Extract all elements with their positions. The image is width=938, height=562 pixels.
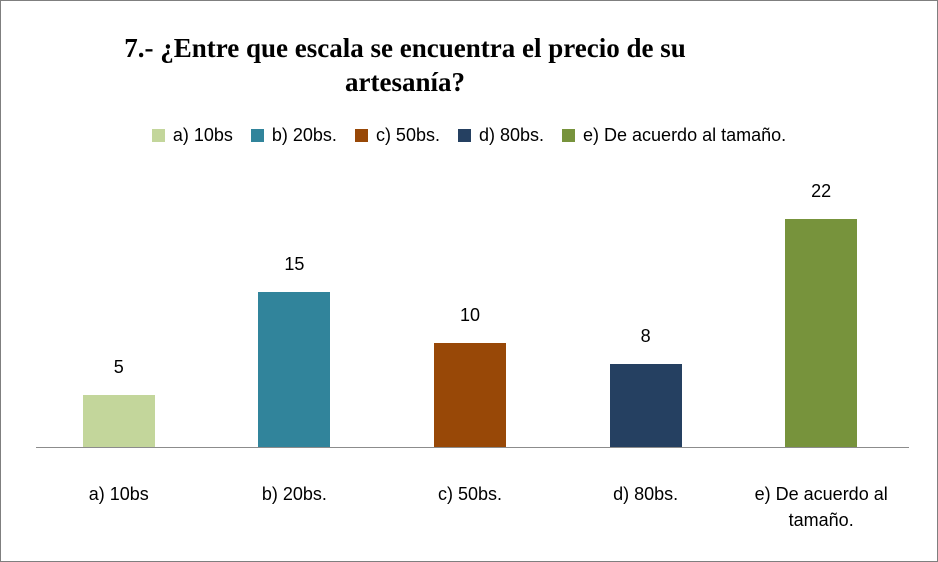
legend-item: e) De acuerdo al tamaño. xyxy=(562,125,786,146)
legend-item: b) 20bs. xyxy=(250,125,337,146)
legend-item: d) 80bs. xyxy=(457,125,545,146)
bar xyxy=(434,343,506,447)
legend-label: a) 10bs xyxy=(172,125,233,145)
legend-item: c) 50bs. xyxy=(354,125,440,146)
data-label: 10 xyxy=(459,305,481,326)
x-tick-label: d) 80bs. xyxy=(613,484,679,504)
legend-label: c) 50bs. xyxy=(375,125,440,145)
legend-swatch xyxy=(354,129,368,142)
data-label: 15 xyxy=(284,253,305,274)
data-label: 8 xyxy=(640,326,651,347)
legend-swatch xyxy=(457,129,471,142)
legend-label: b) 20bs. xyxy=(271,125,337,145)
legend-label: e) De acuerdo al tamaño. xyxy=(583,125,787,145)
x-tick-label: e) De acuerdo al tamaño. xyxy=(754,484,888,530)
chart-title: 7.- ¿Entre que escala se encuentra el pr… xyxy=(124,33,686,97)
bar xyxy=(609,364,682,447)
x-tick-label: c) 50bs. xyxy=(437,484,503,504)
bar xyxy=(82,395,155,447)
data-label: 22 xyxy=(811,181,832,201)
legend: a) 10bs b) 20bs. c) 50bs. d) 80bs. e) De acu… xyxy=(1,125,937,146)
legend-swatch xyxy=(562,129,576,142)
legend-swatch xyxy=(151,129,165,142)
data-label: 5 xyxy=(113,357,124,378)
bar xyxy=(258,291,331,447)
x-tick-label: b) 20bs. xyxy=(261,484,327,504)
x-axis-line xyxy=(36,447,909,448)
legend-label: d) 80bs. xyxy=(478,125,545,145)
x-tick-label: a) 10bs xyxy=(88,484,149,504)
legend-item: a) 10bs xyxy=(151,125,233,146)
legend-swatch xyxy=(250,129,264,142)
bar xyxy=(785,219,858,447)
